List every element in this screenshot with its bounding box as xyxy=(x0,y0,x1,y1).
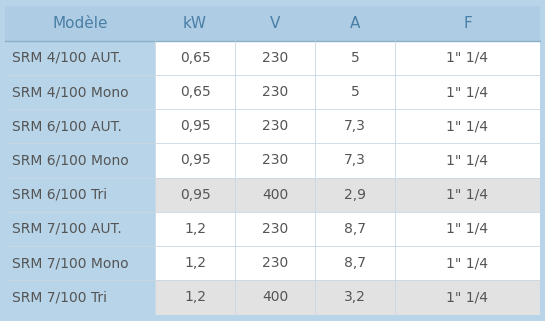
Text: V: V xyxy=(270,16,280,31)
Bar xyxy=(155,246,540,280)
Text: 8,7: 8,7 xyxy=(344,256,366,270)
Text: SRM 7/100 AUT.: SRM 7/100 AUT. xyxy=(12,222,122,236)
Bar xyxy=(5,75,155,109)
Text: 5: 5 xyxy=(351,51,360,65)
Bar xyxy=(155,75,540,109)
Bar xyxy=(5,280,155,315)
Text: 400: 400 xyxy=(262,188,288,202)
Text: 1" 1/4: 1" 1/4 xyxy=(446,119,488,133)
Bar xyxy=(5,109,155,143)
Text: Modèle: Modèle xyxy=(52,16,108,31)
Text: 1" 1/4: 1" 1/4 xyxy=(446,188,488,202)
Text: 1,2: 1,2 xyxy=(184,291,206,304)
Text: SRM 6/100 Mono: SRM 6/100 Mono xyxy=(12,153,129,168)
Text: SRM 4/100 AUT.: SRM 4/100 AUT. xyxy=(12,51,122,65)
Bar xyxy=(5,6,540,41)
Text: 0,65: 0,65 xyxy=(180,85,210,99)
Bar xyxy=(155,41,540,75)
Text: 230: 230 xyxy=(262,85,288,99)
Text: kW: kW xyxy=(183,16,207,31)
Text: 0,95: 0,95 xyxy=(180,153,210,168)
Text: 8,7: 8,7 xyxy=(344,222,366,236)
Text: 1" 1/4: 1" 1/4 xyxy=(446,153,488,168)
Text: 400: 400 xyxy=(262,291,288,304)
Bar xyxy=(155,178,540,212)
Text: 1,2: 1,2 xyxy=(184,256,206,270)
Text: 7,3: 7,3 xyxy=(344,119,366,133)
Bar xyxy=(155,280,540,315)
Bar xyxy=(155,143,540,178)
Text: 0,65: 0,65 xyxy=(180,51,210,65)
Bar xyxy=(5,41,155,75)
Text: 7,3: 7,3 xyxy=(344,153,366,168)
Text: 1" 1/4: 1" 1/4 xyxy=(446,291,488,304)
Text: 3,2: 3,2 xyxy=(344,291,366,304)
Text: SRM 7/100 Tri: SRM 7/100 Tri xyxy=(12,291,107,304)
Text: 230: 230 xyxy=(262,51,288,65)
Text: 230: 230 xyxy=(262,222,288,236)
Text: SRM 6/100 Tri: SRM 6/100 Tri xyxy=(12,188,107,202)
Bar xyxy=(5,212,155,246)
Text: SRM 7/100 Mono: SRM 7/100 Mono xyxy=(12,256,129,270)
Text: A: A xyxy=(350,16,360,31)
Text: 1" 1/4: 1" 1/4 xyxy=(446,51,488,65)
Text: 0,95: 0,95 xyxy=(180,119,210,133)
Text: F: F xyxy=(463,16,472,31)
Bar xyxy=(5,143,155,178)
Text: SRM 6/100 AUT.: SRM 6/100 AUT. xyxy=(12,119,122,133)
Text: 1,2: 1,2 xyxy=(184,222,206,236)
Text: 230: 230 xyxy=(262,119,288,133)
Bar xyxy=(5,246,155,280)
Bar xyxy=(155,212,540,246)
Text: 1" 1/4: 1" 1/4 xyxy=(446,256,488,270)
Text: 230: 230 xyxy=(262,256,288,270)
Text: 0,95: 0,95 xyxy=(180,188,210,202)
Bar xyxy=(5,178,155,212)
Bar xyxy=(155,109,540,143)
Text: 1" 1/4: 1" 1/4 xyxy=(446,85,488,99)
Text: SRM 4/100 Mono: SRM 4/100 Mono xyxy=(12,85,129,99)
Text: 2,9: 2,9 xyxy=(344,188,366,202)
Text: 230: 230 xyxy=(262,153,288,168)
Text: 1" 1/4: 1" 1/4 xyxy=(446,222,488,236)
Text: 5: 5 xyxy=(351,85,360,99)
